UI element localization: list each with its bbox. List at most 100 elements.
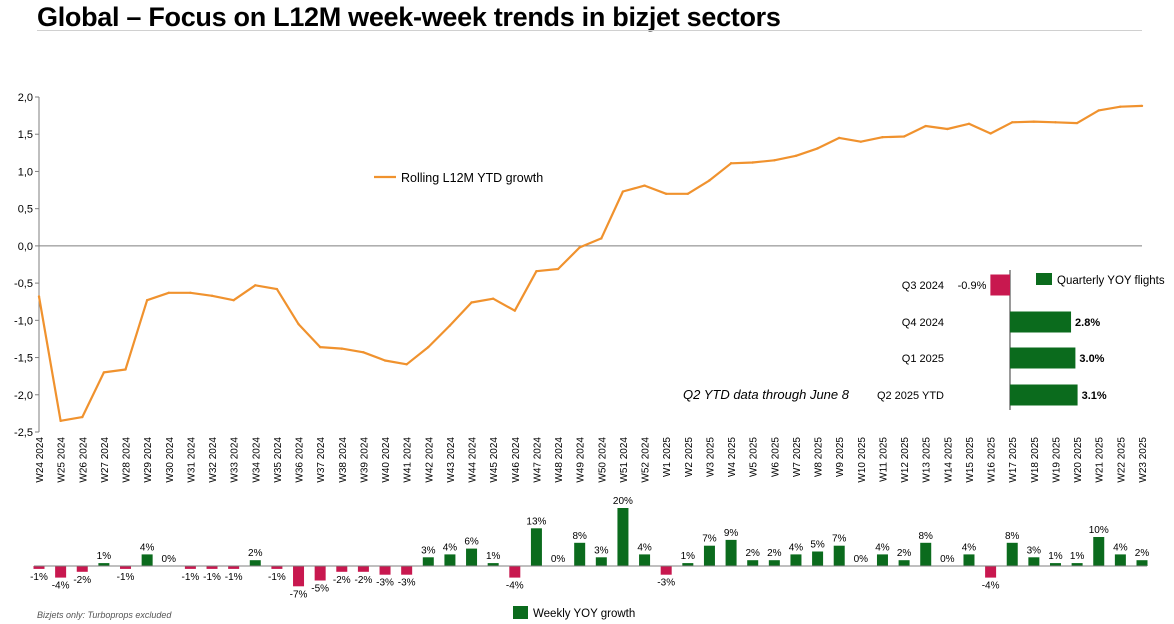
line-point xyxy=(664,192,668,195)
quarterly-category: Q3 2024 xyxy=(902,280,944,292)
line-point xyxy=(621,190,625,193)
quarterly-value-label: -0.9% xyxy=(958,280,987,292)
weekly-bar xyxy=(725,539,737,566)
y-tick-label: 2,0 xyxy=(18,92,33,104)
weekly-bar-label: -3% xyxy=(376,578,394,589)
weekly-bar xyxy=(1071,563,1083,566)
quarterly-category: Q1 2025 xyxy=(902,353,944,365)
line-point xyxy=(686,192,690,195)
line-point xyxy=(448,324,452,327)
weekly-bar-label: -5% xyxy=(311,584,329,595)
weekly-bar-label: -1% xyxy=(181,572,199,583)
line-point xyxy=(470,301,473,304)
quarterly-value-label: 3.1% xyxy=(1082,390,1107,402)
weekly-bar-label: -2% xyxy=(333,575,351,586)
x-tick-label: W4 2025 xyxy=(727,437,738,477)
weekly-bar-label: 13% xyxy=(526,516,546,527)
legend-weekly: Weekly YOY growth xyxy=(513,606,635,620)
x-tick-label: W8 2025 xyxy=(814,437,825,477)
weekly-bar xyxy=(249,560,261,566)
weekly-bar-label: -1% xyxy=(225,572,243,583)
line-point xyxy=(794,154,798,158)
line-point xyxy=(102,371,106,374)
weekly-bar-label: -2% xyxy=(73,575,91,586)
y-tick-label: -1,5 xyxy=(14,353,33,365)
weekly-bar xyxy=(1028,557,1040,566)
quarterly-bar xyxy=(1010,311,1072,333)
line-point xyxy=(946,127,949,131)
x-tick-label: W48 2024 xyxy=(554,437,565,483)
x-tick-label: W21 2025 xyxy=(1095,437,1106,483)
weekly-bar-label: 3% xyxy=(421,545,436,556)
weekly-bar-label: 4% xyxy=(789,542,804,553)
weekly-bar-label: 1% xyxy=(486,551,501,562)
weekly-bar xyxy=(314,566,326,581)
line-point xyxy=(1075,121,1079,125)
x-tick-label: W24 2024 xyxy=(35,437,46,483)
weekly-bar xyxy=(271,566,283,569)
weekly-bar xyxy=(703,545,715,566)
line-point xyxy=(816,147,819,150)
x-tick-label: W28 2024 xyxy=(122,437,133,483)
weekly-bar xyxy=(898,560,910,566)
line-point xyxy=(167,291,170,294)
weekly-bar xyxy=(574,542,586,566)
line-point xyxy=(427,345,430,349)
quarterly-value-label: 2.8% xyxy=(1075,317,1100,329)
x-tick-label: W39 2024 xyxy=(359,437,370,483)
x-tick-label: W13 2025 xyxy=(922,437,933,483)
x-tick-label: W2 2025 xyxy=(684,437,695,477)
weekly-bar-label: -7% xyxy=(290,589,308,600)
weekly-bar-label: 0% xyxy=(162,554,177,565)
x-tick-label: W17 2025 xyxy=(1008,437,1019,483)
weekly-bar xyxy=(812,551,824,566)
weekly-bar xyxy=(422,557,434,566)
x-tick-label: W34 2024 xyxy=(251,437,262,483)
weekly-bar-label: -2% xyxy=(355,575,373,586)
weekly-bar xyxy=(833,545,845,566)
line-point xyxy=(1011,121,1014,124)
weekly-bar-label: -4% xyxy=(52,581,70,592)
weekly-bar xyxy=(1006,542,1018,566)
series-line-rolling-l12m xyxy=(37,104,1143,422)
weekly-bar-label: 0% xyxy=(854,554,869,565)
y-tick-label: 0,5 xyxy=(18,204,33,216)
line-series xyxy=(37,104,1144,423)
x-tick-label: W38 2024 xyxy=(338,437,349,483)
weekly-bar xyxy=(228,566,240,569)
x-tick-label: W19 2025 xyxy=(1051,437,1062,483)
x-tick-label: W44 2024 xyxy=(468,437,479,483)
weekly-bar xyxy=(336,566,348,572)
y-tick-label: 0,0 xyxy=(18,241,33,253)
line-point xyxy=(81,415,84,419)
weekly-bar-label: 3% xyxy=(594,545,609,556)
weekly-bar xyxy=(1136,560,1148,566)
weekly-bar xyxy=(98,563,110,566)
line-point xyxy=(513,309,517,312)
weekly-bar-label: 2% xyxy=(767,548,782,559)
line-point xyxy=(1119,105,1122,108)
weekly-bar-label: -3% xyxy=(657,578,675,589)
weekly-bar xyxy=(55,566,67,578)
x-tick-label: W1 2025 xyxy=(662,437,673,477)
weekly-bar-label: 1% xyxy=(1070,551,1085,562)
x-tick-label: W50 2024 xyxy=(597,437,608,483)
weekly-bar xyxy=(963,554,975,566)
weekly-bar xyxy=(379,566,391,575)
title-divider xyxy=(37,30,1142,31)
weekly-bar-label: 6% xyxy=(464,537,479,548)
q2-note: Q2 YTD data through June 8 xyxy=(683,387,849,402)
line-point xyxy=(708,179,711,182)
line-point xyxy=(254,284,257,287)
quarterly-bars: Q3 2024 -0.9% Q4 2024 2.8% Q1 2025 3.0% Q2 202… xyxy=(877,270,1107,410)
weekly-bar-label: 2% xyxy=(1135,548,1150,559)
quarterly-bar xyxy=(1010,384,1078,406)
x-tick-label: W23 2025 xyxy=(1138,437,1149,483)
weekly-bar-label: -4% xyxy=(506,581,524,592)
weekly-bar xyxy=(466,548,478,566)
x-tick-label: W46 2024 xyxy=(511,437,522,483)
y-tick-label: -0,5 xyxy=(14,278,33,290)
line-point xyxy=(124,368,127,371)
weekly-bar-label: -1% xyxy=(268,572,286,583)
x-tick-label: W29 2024 xyxy=(143,437,154,483)
